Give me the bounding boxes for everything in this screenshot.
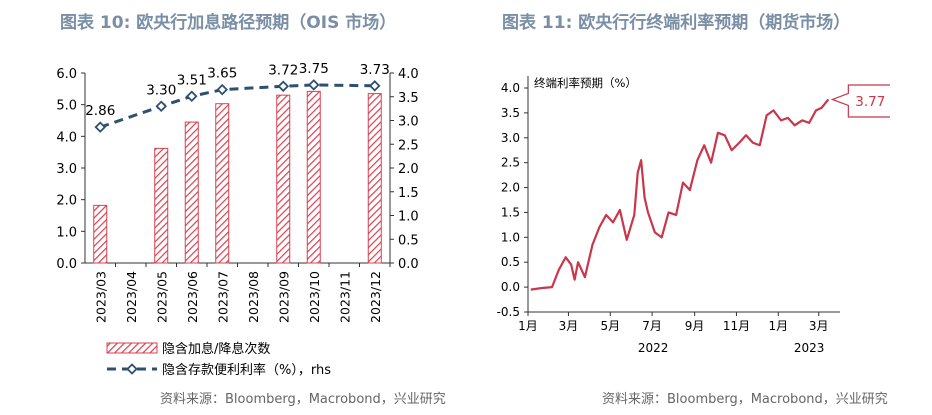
y-tick-label: 0.0 <box>501 280 520 294</box>
bar <box>215 103 230 264</box>
x-tick-label: 9月 <box>685 319 705 333</box>
left-y-tick-label: 5.0 <box>56 99 77 114</box>
ois-bar-line-chart: 0.0 1.0 2.0 3.0 4.0 5.0 6.0 0.0 0.5 1.0 1.5 2.0 2.5 3… <box>56 61 419 378</box>
legend-line-label: 隐含存款便利利率（%），rhs <box>162 362 331 378</box>
last-value-label: 3.77 <box>855 94 885 110</box>
x-tick-label: 2023/04 <box>124 271 139 323</box>
left-y-tick-label: 3.0 <box>56 162 77 177</box>
right-y-tick-label: 1.5 <box>398 186 419 201</box>
y-tick-label: 4.0 <box>501 81 520 95</box>
x-tick-label: 2023/10 <box>307 271 322 323</box>
bar <box>367 93 382 264</box>
right-y-tick-label: 3.5 <box>398 91 419 106</box>
terminal-rate-line <box>530 98 830 291</box>
x-tick-label: 5月 <box>600 319 620 333</box>
x-tick-label: 2023/11 <box>337 271 352 323</box>
y-tick-label: 3.5 <box>501 106 520 120</box>
rate-data-label: 3.73 <box>360 62 390 78</box>
rate-marker <box>216 83 229 96</box>
y-tick-label: 1.0 <box>501 230 520 244</box>
rate-marker <box>155 100 168 113</box>
legend-bar-swatch <box>106 342 158 354</box>
year-label: 2022 <box>638 341 669 355</box>
bar <box>306 90 321 264</box>
rate-data-label: 3.72 <box>268 62 298 78</box>
rate-marker <box>94 121 107 133</box>
right-y-tick-label: 2.5 <box>398 138 419 153</box>
right-chart-title: 图表 11: 欧央行行终端利率预期（期货市场） <box>502 13 851 33</box>
right-y-tick-label: 4.0 <box>398 67 419 82</box>
right-y-tick-label: 2.0 <box>398 162 419 177</box>
y-tick-label: 3.0 <box>501 131 520 145</box>
x-tick-label: 3月 <box>809 319 829 333</box>
rate-data-label: 2.86 <box>85 103 115 119</box>
right-y-tick-label: 3.0 <box>398 115 419 130</box>
x-tick-label: 2023/05 <box>154 271 169 323</box>
x-tick-label: 1月 <box>768 319 788 333</box>
left-y-tick-label: 6.0 <box>56 67 77 82</box>
bar <box>93 204 108 264</box>
rate-marker <box>368 80 381 92</box>
right-y-tick-label: 0.0 <box>398 257 419 272</box>
rate-marker <box>277 80 290 93</box>
year-label: 2023 <box>794 341 825 355</box>
legend-line-marker <box>126 363 138 375</box>
bar <box>184 121 199 264</box>
x-tick-label: 2023/12 <box>368 271 383 323</box>
x-tick-label: 2023/07 <box>215 271 230 323</box>
left-y-tick-label: 0.0 <box>56 257 77 272</box>
left-source-note: 资料来源：Bloomberg，Macrobond，兴业研究 <box>160 392 446 407</box>
left-y-tick-label: 1.0 <box>56 225 77 240</box>
y-tick-label: 2.0 <box>501 181 520 195</box>
x-tick-label: 2023/08 <box>246 271 261 323</box>
x-tick-label: 2023/09 <box>276 271 291 323</box>
y-tick-label: 1.5 <box>501 205 520 219</box>
terminal-rate-line-chart: -0.5 0.0 0.5 1.0 1.5 2.0 2.5 3.0 3.5 4.0 1月 3月 5月 7月 9… <box>497 76 890 355</box>
x-tick-label: 1月 <box>518 319 538 333</box>
x-tick-label: 2023/03 <box>93 271 108 323</box>
right-y-tick-label: 0.5 <box>398 233 419 248</box>
x-tick-label: 11月 <box>723 319 750 333</box>
y-tick-label: -0.5 <box>497 305 520 319</box>
y-tick-label: 0.5 <box>501 255 520 269</box>
bar <box>276 94 291 264</box>
bar <box>154 147 169 264</box>
rate-data-label: 3.30 <box>146 82 176 98</box>
left-chart-title: 图表 10: 欧央行加息路径预期（OIS 市场） <box>60 13 397 33</box>
rate-data-label: 3.51 <box>177 72 207 88</box>
series-annotation: 终端利率预期（%） <box>534 76 637 90</box>
x-tick-label: 3月 <box>559 319 579 333</box>
rate-data-label: 3.75 <box>299 61 329 77</box>
rate-marker <box>185 90 198 103</box>
rate-marker <box>307 79 320 91</box>
right-y-tick-label: 1.0 <box>398 210 419 225</box>
x-tick-label: 2023/06 <box>185 271 200 323</box>
rate-line <box>99 83 375 129</box>
x-tick-label: 7月 <box>642 319 662 333</box>
last-value-callout <box>830 84 890 118</box>
left-y-tick-label: 2.0 <box>56 194 77 209</box>
rate-data-label: 3.65 <box>207 66 237 82</box>
right-source-note: 资料来源：Bloomberg，Macrobond，兴业研究 <box>602 392 888 407</box>
y-tick-label: 2.5 <box>501 156 520 170</box>
legend-bar-label: 隐含加息/降息次数 <box>162 341 270 357</box>
left-y-tick-label: 4.0 <box>56 130 77 145</box>
